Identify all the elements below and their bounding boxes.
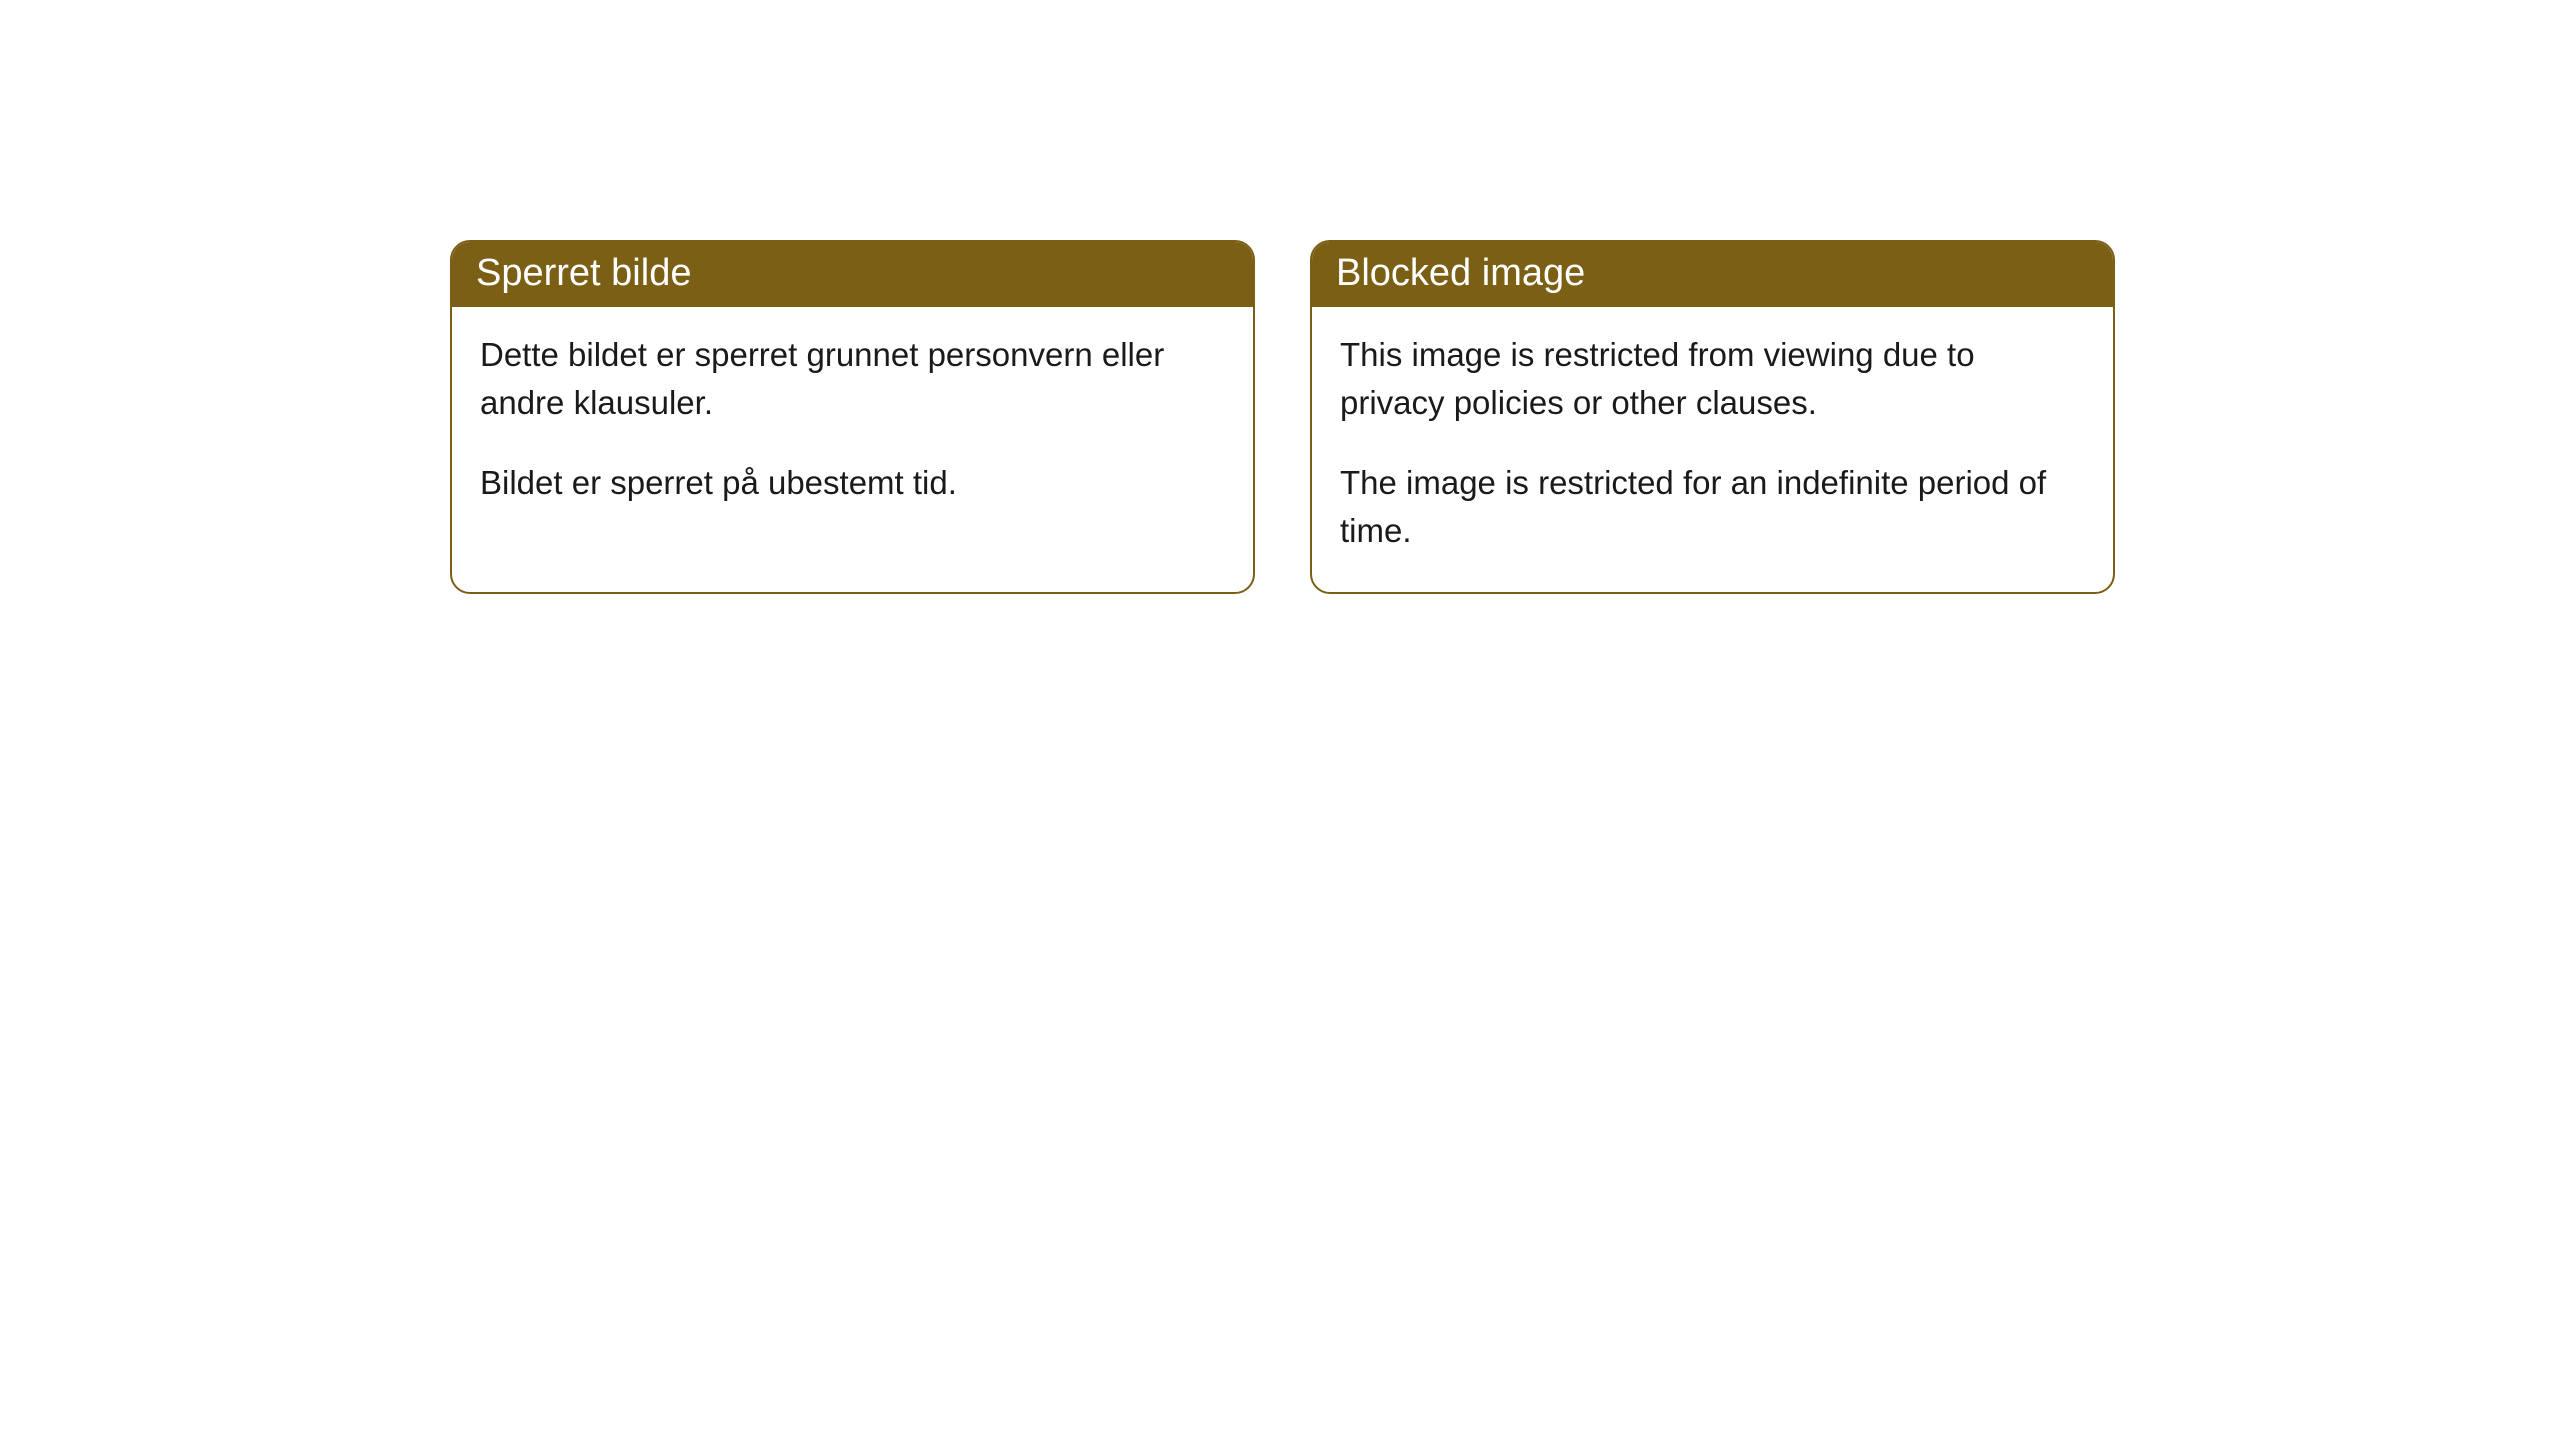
card-header-norwegian: Sperret bilde: [452, 242, 1253, 307]
notice-cards-container: Sperret bilde Dette bildet er sperret gr…: [450, 240, 2560, 594]
notice-card-english: Blocked image This image is restricted f…: [1310, 240, 2115, 594]
card-header-english: Blocked image: [1312, 242, 2113, 307]
notice-text-english-1: This image is restricted from viewing du…: [1340, 331, 2085, 427]
notice-text-norwegian-1: Dette bildet er sperret grunnet personve…: [480, 331, 1225, 427]
notice-card-norwegian: Sperret bilde Dette bildet er sperret gr…: [450, 240, 1255, 594]
card-body-norwegian: Dette bildet er sperret grunnet personve…: [452, 307, 1253, 545]
card-body-english: This image is restricted from viewing du…: [1312, 307, 2113, 592]
notice-text-norwegian-2: Bildet er sperret på ubestemt tid.: [480, 459, 1225, 507]
notice-text-english-2: The image is restricted for an indefinit…: [1340, 459, 2085, 555]
